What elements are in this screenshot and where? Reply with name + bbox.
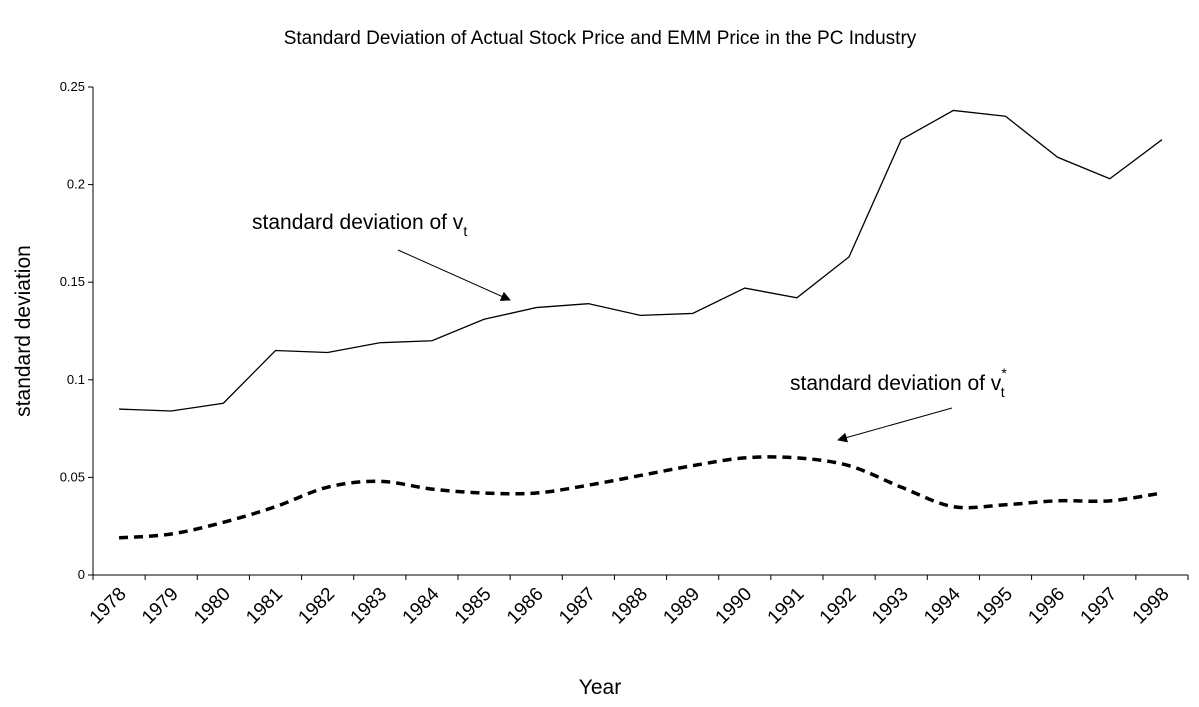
y-tick-label: 0.1 (67, 372, 85, 387)
y-tick-label: 0 (78, 567, 85, 582)
y-tick-label: 0.15 (60, 274, 85, 289)
x-tick-label: 1993 (868, 584, 913, 629)
x-tick-label: 1978 (86, 584, 131, 629)
x-tick-label: 1990 (712, 584, 757, 629)
x-tick-label: 1979 (138, 584, 183, 629)
x-tick-label: 1982 (294, 584, 339, 629)
line-series (118, 455, 1163, 540)
x-tick-label: 1981 (242, 584, 287, 629)
x-tick-label: 1995 (972, 584, 1017, 629)
annotation-arrow (837, 407, 953, 443)
x-tick-label: 1983 (347, 584, 392, 629)
x-tick-label: 1986 (503, 584, 548, 629)
x-tick-label: 1987 (555, 584, 600, 629)
y-tick-label: 0.25 (60, 79, 85, 94)
line-series (119, 109, 1163, 412)
annotation-arrow (397, 249, 511, 301)
x-axis-label: Year (579, 676, 621, 699)
y-axis-label: standard deviation (12, 245, 35, 417)
x-tick-label: 1991 (764, 584, 809, 629)
x-tick-label: 1996 (1024, 584, 1069, 629)
annotation: standard deviation of vt (252, 211, 467, 239)
x-tick-label: 1984 (399, 583, 444, 628)
annotation: standard deviation of v* t (790, 365, 1007, 400)
x-tick-label: 1998 (1129, 584, 1174, 629)
x-tick-label: 1989 (659, 584, 704, 629)
x-tick-label: 1980 (190, 584, 235, 629)
x-tick-label: 1988 (607, 584, 652, 629)
y-tick-label: 0.05 (60, 469, 85, 484)
chart-title: Standard Deviation of Actual Stock Price… (284, 28, 917, 49)
y-tick-label: 0.2 (67, 177, 85, 192)
x-tick-label: 1994 (920, 583, 965, 628)
x-tick-label: 1992 (816, 584, 861, 629)
x-tick-label: 1997 (1077, 584, 1122, 629)
x-tick-label: 1985 (451, 584, 496, 629)
